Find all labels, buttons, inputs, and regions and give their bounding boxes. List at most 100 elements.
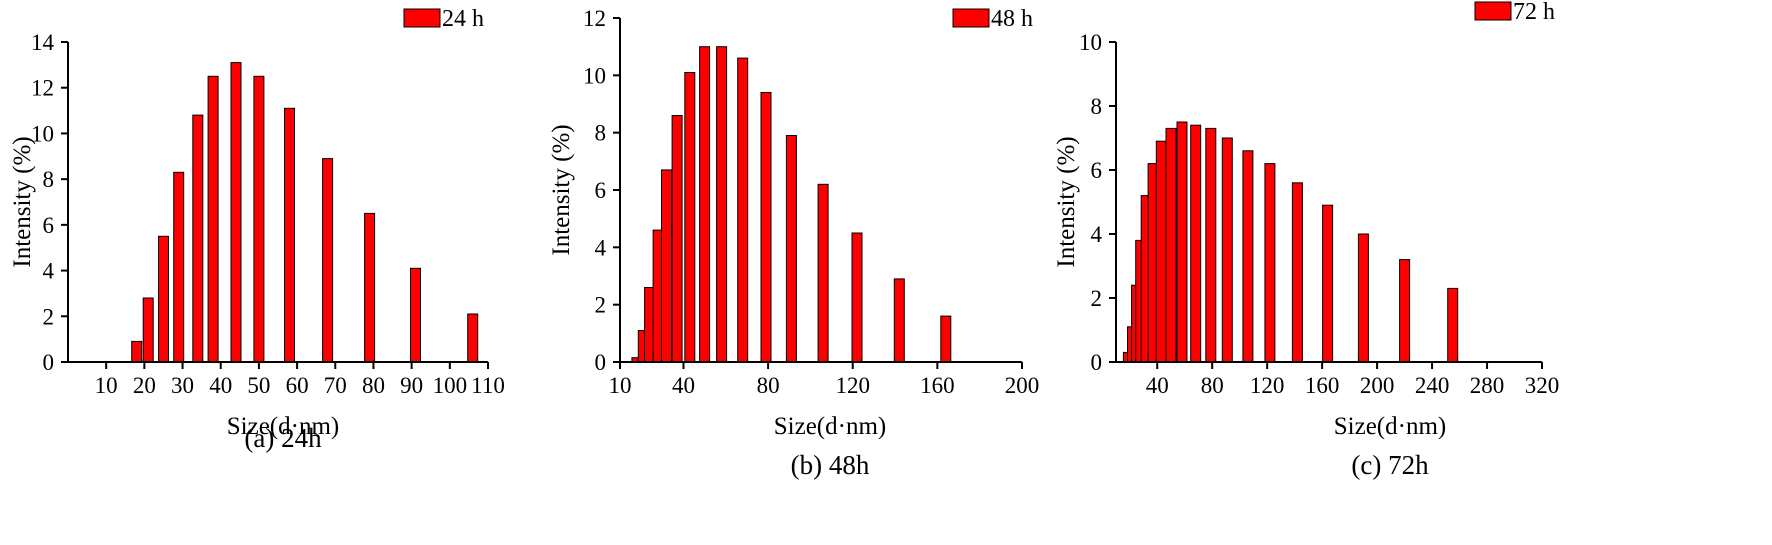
y-tick-label: 6 [43,213,55,238]
bar [1176,121,1188,363]
y-tick-label: 2 [595,293,607,318]
bar [1447,287,1459,363]
x-tick-label: 10 [609,373,632,398]
bar-group [631,46,952,363]
y-tick-label: 2 [43,304,55,329]
bar [893,278,905,363]
x-tick-label: 40 [672,373,695,398]
bar [467,313,479,363]
bar [1190,124,1202,363]
x-axis-label: Size(d·nm) [227,413,339,440]
x-tick-label: 80 [362,373,385,398]
bar [1291,182,1303,363]
chart-panel-48h: 10 40 80 120 160 200 0 2 4 6 8 10 12 Size(d·nm) Int… [548,6,1039,480]
x-tick-label: 160 [1305,373,1340,398]
y-tick-label: 0 [1091,350,1103,375]
bar [1205,127,1217,363]
y-ticks: 0 2 4 6 8 10 12 14 [31,30,68,375]
y-tick-label: 12 [31,76,54,101]
panel-caption: (a) 24h [244,423,322,453]
bar [851,232,863,363]
x-tick-label: 60 [286,373,309,398]
bar [192,114,204,363]
bar [1264,163,1276,363]
axes [1115,42,1542,363]
legend-label: 24 h [442,6,484,32]
bar [364,212,376,363]
y-axis-label: Intensity (%) [1053,136,1080,267]
bar [716,46,728,363]
bar [671,115,683,363]
y-tick-label: 0 [595,350,607,375]
axes [67,42,488,363]
y-tick-label: 4 [595,235,607,260]
bar [158,235,169,363]
bar [661,169,672,363]
x-tick-label: 240 [1415,373,1450,398]
bar [1242,150,1254,363]
y-tick-label: 8 [1091,94,1103,119]
bar [940,315,952,363]
bar [131,340,143,363]
legend-swatch [403,8,441,28]
bar [684,72,696,363]
x-tick-label: 20 [133,373,156,398]
y-tick-label: 6 [595,178,607,203]
x-axis-label: Size(d·nm) [1334,413,1446,440]
bar [142,297,154,363]
bar [1165,127,1177,363]
x-tick-label: 200 [1005,373,1040,398]
legend-swatch [952,8,990,28]
legend-label: 48 h [991,6,1033,32]
bar [1357,233,1369,363]
bar [207,75,219,363]
x-tick-label: 80 [757,373,780,398]
bar [737,57,749,363]
x-tick-label: 160 [920,373,955,398]
y-tick-label: 2 [1091,286,1103,311]
x-tick-label: 30 [171,373,194,398]
panel-caption: (b) 48h [791,450,870,480]
x-tick-label: 320 [1525,373,1560,398]
bar-group [131,62,479,363]
legend-label: 72 h [1513,0,1555,25]
legend: 24 h [403,6,484,32]
x-ticks: 10 20 30 40 50 60 70 80 90 100 110 [95,362,505,398]
bar [284,107,295,363]
legend: 72 h [1474,0,1555,25]
y-tick-label: 4 [1091,222,1103,247]
x-tick-label: 100 [433,373,468,398]
y-axis-label: Intensity (%) [548,124,575,255]
x-ticks: 10 40 80 120 160 200 [609,362,1040,398]
y-tick-label: 14 [31,30,55,55]
y-ticks: 0 2 4 6 8 10 12 [583,6,620,375]
bar-group [1122,121,1459,363]
x-tick-label: 120 [1250,373,1285,398]
y-tick-label: 10 [1079,30,1102,55]
bar [230,62,242,363]
bar [817,183,829,363]
y-tick-label: 8 [595,121,607,146]
bar [785,135,797,363]
x-tick-label: 50 [247,373,270,398]
bar [173,171,185,363]
y-tick-label: 6 [1091,158,1103,183]
x-tick-label: 10 [95,373,118,398]
x-tick-label: 90 [400,373,423,398]
bar [1221,137,1233,363]
bar [699,46,711,363]
legend: 48 h [952,6,1033,32]
x-tick-label: 70 [324,373,347,398]
x-ticks: 40 80 120 160 200 240 280 320 [1146,362,1560,398]
y-tick-label: 0 [43,350,55,375]
x-tick-label: 120 [835,373,870,398]
bar [410,267,421,363]
x-tick-label: 200 [1360,373,1395,398]
y-ticks: 0 2 4 6 8 10 [1079,30,1116,375]
chart-panel-24h: 10 20 30 40 50 60 70 80 90 100 110 0 2 4 6 8 10 12 14 Siz… [9,6,505,453]
bar [1399,259,1411,363]
y-tick-label: 8 [43,167,55,192]
x-tick-label: 280 [1470,373,1505,398]
y-tick-label: 4 [43,259,55,284]
